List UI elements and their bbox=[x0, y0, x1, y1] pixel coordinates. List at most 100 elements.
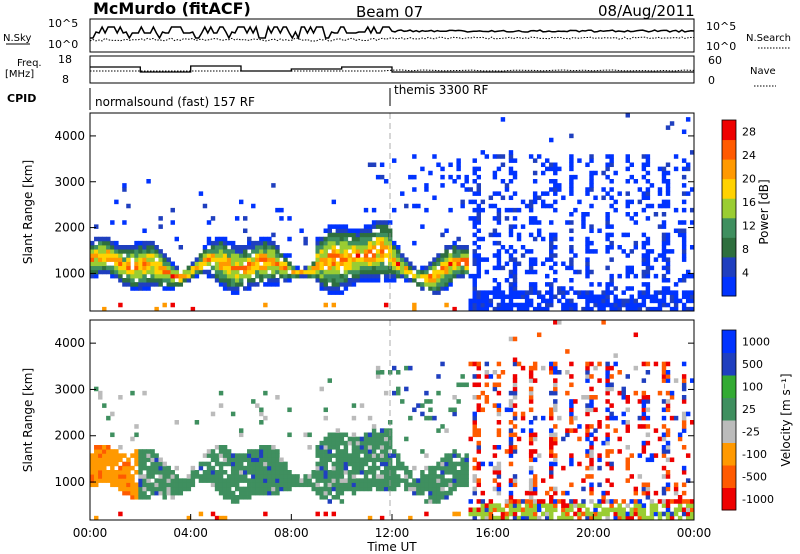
velocity-cell bbox=[339, 474, 345, 479]
velocity-cell bbox=[585, 403, 590, 408]
power-cell bbox=[476, 174, 481, 180]
velocity-cell bbox=[255, 470, 260, 475]
velocity-cell bbox=[565, 515, 570, 521]
power-cell bbox=[436, 257, 441, 262]
velocity-cell bbox=[222, 470, 228, 475]
velocity-cell bbox=[243, 490, 248, 496]
velocity-cell bbox=[122, 470, 127, 475]
velocity-cell bbox=[327, 436, 332, 442]
power-cell bbox=[130, 253, 135, 258]
power-cell bbox=[267, 261, 272, 267]
velocity-cell bbox=[569, 403, 574, 408]
power-cell bbox=[343, 265, 349, 271]
velocity-cell bbox=[392, 474, 397, 479]
velocity-cell bbox=[512, 357, 518, 363]
velocity-cell bbox=[234, 499, 240, 504]
velocity-cell bbox=[601, 320, 606, 325]
velocity-cell bbox=[689, 503, 695, 508]
power-cell bbox=[106, 236, 111, 242]
velocity-cell bbox=[605, 499, 610, 504]
power-cell bbox=[512, 286, 518, 291]
power-cell bbox=[331, 290, 337, 295]
velocity-cell bbox=[504, 499, 510, 504]
velocity-cell bbox=[351, 453, 357, 458]
power-cell bbox=[512, 290, 518, 295]
power-cell bbox=[166, 273, 171, 279]
velocity-cell bbox=[243, 478, 248, 483]
velocity-cell bbox=[367, 453, 373, 458]
power-cell bbox=[363, 228, 369, 234]
power-cell bbox=[412, 174, 417, 180]
velocity-cell bbox=[665, 470, 671, 475]
velocity-colorbar-frame bbox=[721, 329, 737, 511]
velocity-cell bbox=[484, 399, 490, 404]
velocity-cell bbox=[98, 461, 103, 467]
velocity-cell bbox=[617, 436, 622, 442]
power-cell bbox=[371, 232, 377, 238]
power-cell bbox=[496, 306, 502, 312]
velocity-cell bbox=[392, 482, 397, 488]
power-cell bbox=[420, 269, 425, 275]
velocity-cell bbox=[472, 428, 477, 433]
power-cell bbox=[255, 273, 260, 279]
velocity-cell bbox=[540, 511, 546, 517]
velocity-cell bbox=[661, 399, 667, 404]
power-cell bbox=[243, 245, 248, 250]
power-cell bbox=[540, 170, 546, 176]
velocity-cell bbox=[226, 474, 232, 479]
velocity-cell bbox=[307, 474, 312, 479]
velocity-cell bbox=[528, 420, 534, 425]
power-cell bbox=[432, 290, 437, 295]
velocity-cell bbox=[585, 474, 590, 479]
velocity-cell bbox=[496, 407, 502, 413]
velocity-cell bbox=[496, 507, 502, 513]
power-cell bbox=[545, 191, 550, 196]
power-cell bbox=[685, 166, 691, 172]
y-tick-label: 3000 bbox=[54, 382, 85, 396]
power-cell bbox=[222, 240, 228, 246]
power-cell bbox=[392, 273, 397, 279]
velocity-cell bbox=[226, 490, 232, 496]
power-cell bbox=[142, 282, 147, 287]
power-cell bbox=[589, 290, 594, 295]
power-cell bbox=[218, 249, 224, 254]
power-cell bbox=[238, 265, 244, 271]
velocity-cell bbox=[432, 486, 437, 492]
velocity-cell bbox=[480, 515, 486, 521]
velocity-cell bbox=[553, 507, 558, 513]
power-cell bbox=[243, 253, 248, 258]
power-cell bbox=[549, 137, 554, 143]
power-cell bbox=[243, 257, 248, 262]
velocity-cell bbox=[379, 370, 385, 375]
power-cell bbox=[355, 236, 361, 242]
velocity-cell bbox=[569, 503, 574, 508]
velocity-cell bbox=[267, 457, 272, 463]
power-cell bbox=[287, 216, 292, 221]
velocity-cell bbox=[102, 403, 107, 408]
power-cell bbox=[528, 207, 534, 213]
power-cell bbox=[218, 240, 224, 246]
power-cell bbox=[492, 265, 498, 271]
power-cell bbox=[170, 269, 175, 275]
power-cell bbox=[512, 170, 518, 176]
velocity-cell bbox=[234, 465, 240, 471]
velocity-cell bbox=[528, 407, 534, 413]
power-cell bbox=[210, 249, 216, 254]
power-cell bbox=[665, 290, 671, 295]
velocity-cell bbox=[488, 461, 494, 467]
power-cell bbox=[271, 261, 276, 267]
velocity-cell bbox=[339, 449, 345, 454]
velocity-cell bbox=[142, 449, 147, 454]
power-cell bbox=[601, 195, 606, 201]
power-cell bbox=[520, 294, 526, 300]
power-cell bbox=[412, 278, 417, 283]
power-cell bbox=[504, 278, 510, 283]
velocity-cell bbox=[404, 386, 409, 392]
velocity-cell bbox=[460, 465, 465, 471]
velocity-cell bbox=[545, 515, 550, 521]
power-cell bbox=[420, 273, 425, 279]
velocity-cell bbox=[508, 440, 514, 446]
velocity-cell bbox=[468, 507, 473, 513]
velocity-cell bbox=[492, 453, 498, 458]
power-cell bbox=[500, 306, 506, 312]
